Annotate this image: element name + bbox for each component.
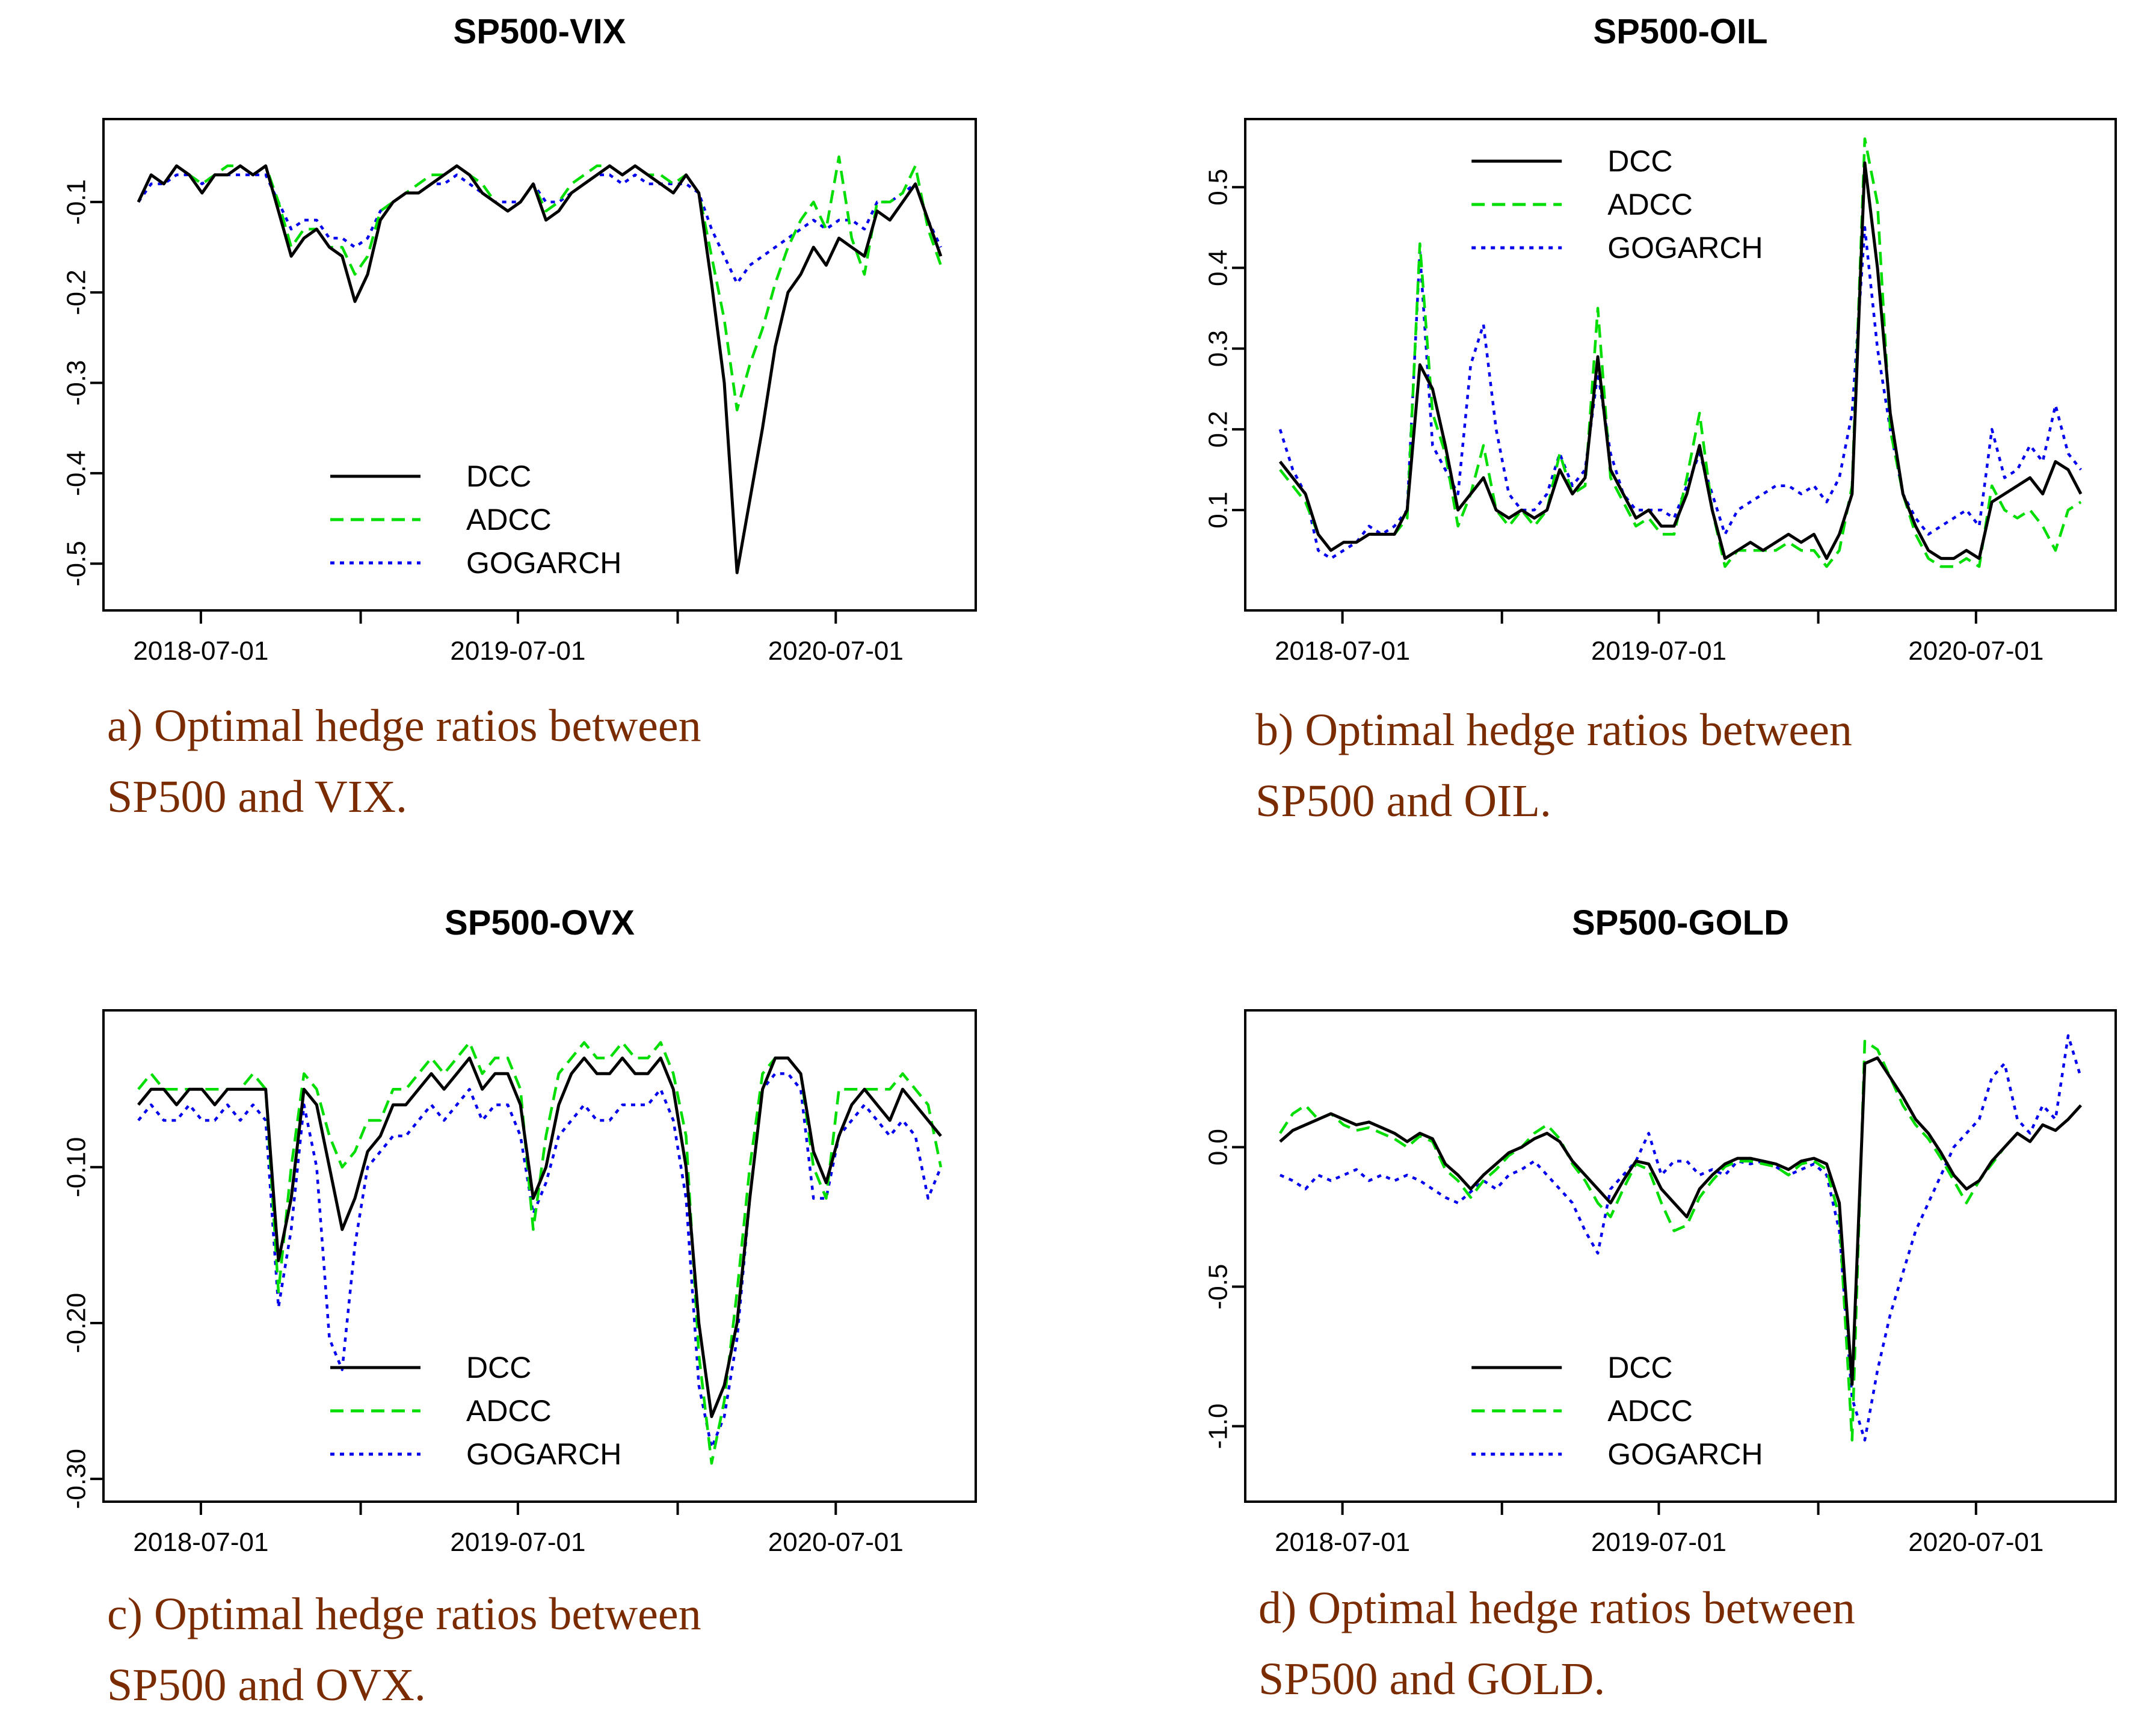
x-tick-label: 2018-07-01 bbox=[1275, 1528, 1410, 1557]
y-tick-label: 0.5 bbox=[1204, 169, 1233, 206]
series-line-adcc bbox=[1279, 1039, 2082, 1442]
chart-title: SP500-GOLD bbox=[1572, 903, 1789, 942]
chart-title: SP500-OVX bbox=[445, 903, 635, 942]
chart-title: SP500-OIL bbox=[1593, 12, 1767, 51]
legend-label-gogarch: GOGARCH bbox=[466, 546, 621, 580]
x-tick-label: 2019-07-01 bbox=[1591, 636, 1726, 666]
legend-label-dcc: DCC bbox=[466, 1351, 531, 1384]
y-tick-label: -0.5 bbox=[62, 541, 91, 586]
y-tick-label: -0.1 bbox=[62, 179, 91, 225]
series-line-gogarch bbox=[1278, 226, 2082, 560]
series-line-gogarch bbox=[137, 1072, 943, 1449]
legend-label-adcc: ADCC bbox=[466, 1394, 552, 1428]
plot-frame bbox=[102, 118, 977, 612]
caption-a-line1: a) Optimal hedge ratios between bbox=[107, 701, 701, 751]
series-line-adcc bbox=[1279, 137, 2082, 568]
caption-d: d) Optimal hedge ratios between SP500 an… bbox=[1258, 1573, 1855, 1715]
series-line-gogarch bbox=[137, 173, 943, 285]
legend-label-gogarch: GOGARCH bbox=[1607, 1437, 1763, 1471]
chart-panel-d: SP500-GOLD 0.0 -0.5 -1.0 2018-07-01 2019-07-0… bbox=[1078, 864, 2156, 1728]
legend-label-adcc: ADCC bbox=[1607, 188, 1693, 221]
caption-c: c) Optimal hedge ratios between SP500 an… bbox=[107, 1579, 701, 1721]
series-line-gogarch bbox=[1279, 1034, 2083, 1442]
caption-b: b) Optimal hedge ratios between SP500 an… bbox=[1255, 695, 1852, 837]
legend-label-dcc: DCC bbox=[1607, 1351, 1672, 1384]
y-tick-label: -1.0 bbox=[1204, 1404, 1233, 1449]
caption-b-line2: SP500 and OIL. bbox=[1255, 776, 1551, 826]
legend-label-dcc: DCC bbox=[1607, 144, 1672, 178]
chart-a: SP500-VIX -0.1 -0.2 -0.3 -0.4 -0.5 2018-07-01 2… bbox=[62, 12, 977, 666]
chart-b: SP500-OIL 0.1 0.2 0.3 0.4 0.5 2018-07-01 2019-0… bbox=[1204, 12, 2117, 666]
chart-title: SP500-VIX bbox=[454, 12, 626, 51]
caption-a-line2: SP500 and VIX. bbox=[107, 772, 407, 822]
x-tick-label: 2019-07-01 bbox=[450, 1528, 585, 1557]
caption-b-line1: b) Optimal hedge ratios between bbox=[1255, 705, 1852, 755]
series-line-dcc bbox=[137, 164, 943, 574]
chart-d: SP500-GOLD 0.0 -0.5 -1.0 2018-07-01 2019-07-0… bbox=[1204, 903, 2117, 1557]
x-tick-label: 2018-07-01 bbox=[133, 636, 268, 666]
legend-label-adcc: ADCC bbox=[466, 503, 552, 536]
y-tick-label: 0.1 bbox=[1204, 492, 1233, 529]
y-tick-label: 0.3 bbox=[1204, 330, 1233, 367]
caption-a: a) Optimal hedge ratios between SP500 an… bbox=[107, 690, 701, 832]
x-tick-label: 2019-07-01 bbox=[450, 636, 585, 666]
x-tick-label: 2020-07-01 bbox=[1908, 636, 2044, 666]
plot-frame bbox=[102, 1009, 977, 1503]
x-tick-label: 2019-07-01 bbox=[1591, 1528, 1726, 1557]
chart-panel-c: SP500-OVX -0.10 -0.20 -0.30 2018-07-01 2019-0… bbox=[0, 864, 1078, 1728]
series-line-adcc bbox=[137, 155, 943, 411]
x-tick-label: 2020-07-01 bbox=[768, 636, 904, 666]
y-tick-label: -0.20 bbox=[62, 1293, 91, 1353]
caption-c-line2: SP500 and OVX. bbox=[107, 1660, 426, 1710]
y-tick-label: -0.2 bbox=[62, 269, 91, 315]
y-tick-label: 0.2 bbox=[1204, 411, 1233, 447]
x-tick-label: 2018-07-01 bbox=[1275, 636, 1410, 666]
series-line-dcc bbox=[1279, 1056, 2082, 1386]
chart-panel-b: SP500-OIL 0.1 0.2 0.3 0.4 0.5 2018-07-01 2019-0… bbox=[1078, 0, 2156, 864]
chart-c: SP500-OVX -0.10 -0.20 -0.30 2018-07-01 2019-0… bbox=[62, 903, 977, 1557]
y-tick-label: 0.4 bbox=[1204, 250, 1233, 286]
x-tick-label: 2020-07-01 bbox=[768, 1528, 904, 1557]
y-tick-label: -0.3 bbox=[62, 360, 91, 406]
chart-panel-a: SP500-VIX -0.1 -0.2 -0.3 -0.4 -0.5 2018-07-01 2… bbox=[0, 0, 1078, 864]
caption-d-line1: d) Optimal hedge ratios between bbox=[1258, 1583, 1855, 1633]
y-tick-label: -0.5 bbox=[1204, 1264, 1233, 1310]
y-tick-label: -0.30 bbox=[62, 1449, 91, 1509]
x-tick-label: 2018-07-01 bbox=[133, 1528, 268, 1557]
plot-frame bbox=[1244, 118, 2117, 612]
y-tick-label: -0.10 bbox=[62, 1137, 91, 1197]
series-line-dcc bbox=[1278, 161, 2083, 560]
legend-label-dcc: DCC bbox=[466, 459, 531, 493]
plot-frame bbox=[1244, 1009, 2117, 1503]
legend-label-adcc: ADCC bbox=[1607, 1394, 1693, 1428]
x-tick-label: 2020-07-01 bbox=[1908, 1528, 2044, 1557]
caption-d-line2: SP500 and GOLD. bbox=[1258, 1654, 1606, 1704]
y-tick-label: -0.4 bbox=[62, 450, 91, 496]
legend-label-gogarch: GOGARCH bbox=[466, 1437, 621, 1471]
series-line-dcc bbox=[137, 1056, 942, 1418]
caption-c-line1: c) Optimal hedge ratios between bbox=[107, 1589, 701, 1639]
legend-label-gogarch: GOGARCH bbox=[1607, 231, 1763, 265]
y-tick-label: 0.0 bbox=[1204, 1129, 1233, 1165]
